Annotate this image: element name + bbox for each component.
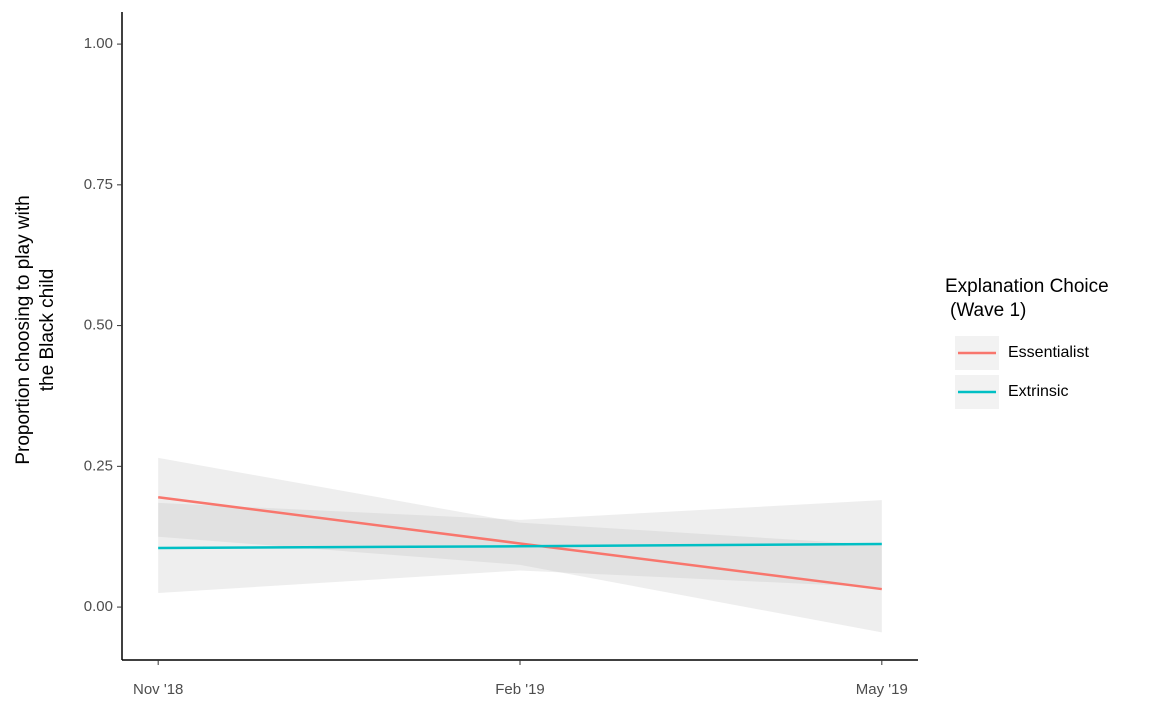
y-tick-label: 0.50 [84,317,113,334]
legend-label: Extrinsic [1008,383,1068,400]
legend-title: Explanation Choice [945,276,1109,297]
legend-title: (Wave 1) [950,300,1026,321]
y-label-line: the Black child [37,269,58,392]
x-tick-label: Nov '18 [133,681,183,698]
series-line [158,496,882,591]
y-tick-label: 0.75 [84,176,113,193]
x-tick-label: Feb '19 [495,681,545,698]
y-tick-label: 1.00 [84,35,113,52]
series-line [158,542,882,550]
x-tick-label: May '19 [856,681,908,698]
y-tick-label: 0.25 [84,457,113,474]
y-tick-label: 0.00 [84,598,113,615]
y-label-line: Proportion choosing to play with [13,195,34,464]
legend-label: Essentialist [1008,344,1089,361]
y-axis-title: Proportion choosing to play with the Bla… [13,195,58,464]
